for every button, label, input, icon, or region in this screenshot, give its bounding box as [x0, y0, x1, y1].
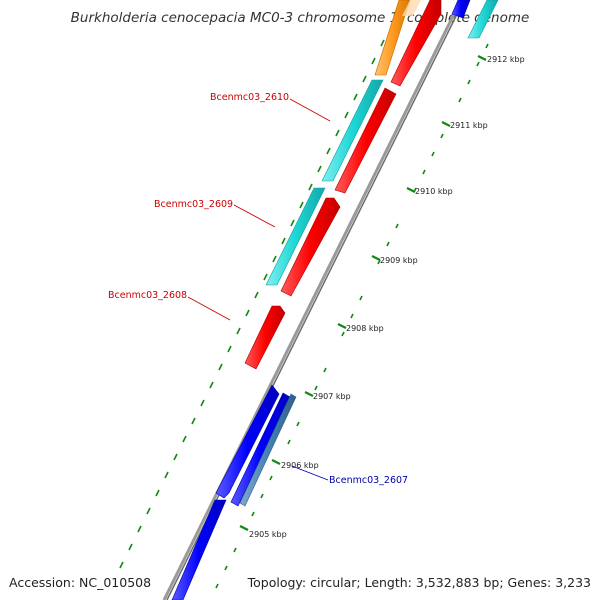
- outer-skew-track: [119, 39, 385, 569]
- reverse-cds-track: [244, 0, 442, 370]
- reverse-cds: [334, 87, 397, 194]
- forward-cds: [171, 499, 227, 600]
- tick-label-2906: 2906 kbp: [281, 461, 319, 470]
- tick-label-2910: 2910 kbp: [415, 187, 453, 196]
- accession-text: Accession: NC_010508: [9, 575, 152, 590]
- gene-label-2608: Bcenmc03_2608: [108, 290, 187, 301]
- gene-label-2609: Bcenmc03_2609: [154, 199, 233, 210]
- steel-feature: [239, 393, 297, 507]
- backbone: [162, 0, 465, 600]
- forward-cds: [451, 0, 471, 19]
- orange-feature-tip: [402, 0, 421, 16]
- ruler-ticks: [215, 43, 489, 589]
- cyan-feature: [467, 0, 499, 39]
- tick-label-2907: 2907 kbp: [313, 392, 351, 401]
- genome-summary: Topology: circular; Length: 3,532,883 bp…: [247, 575, 591, 590]
- gene-label-2607: Bcenmc03_2607: [329, 475, 408, 486]
- reverse-cds: [390, 0, 442, 87]
- tick-label-2909: 2909 kbp: [380, 256, 418, 265]
- orange-feature: [374, 0, 411, 76]
- cyan-feature: [265, 187, 326, 286]
- label-leaders: [187, 98, 331, 481]
- tick-label-2908: 2908 kbp: [346, 324, 384, 333]
- tick-label-2905: 2905 kbp: [249, 530, 287, 539]
- reverse-cds: [244, 305, 286, 370]
- reverse-cds: [280, 197, 341, 297]
- gene-label-2610: Bcenmc03_2610: [210, 92, 289, 103]
- forward-cds-track: [171, 0, 471, 600]
- cyan-feature-track: [265, 0, 499, 286]
- cyan-feature: [321, 79, 384, 182]
- map-title: Burkholderia cenocepacia MC0-3 chromosom…: [70, 10, 530, 26]
- tick-label-2911: 2911 kbp: [450, 121, 488, 130]
- forward-cds: [215, 384, 280, 499]
- tick-label-2912: 2912 kbp: [487, 55, 525, 64]
